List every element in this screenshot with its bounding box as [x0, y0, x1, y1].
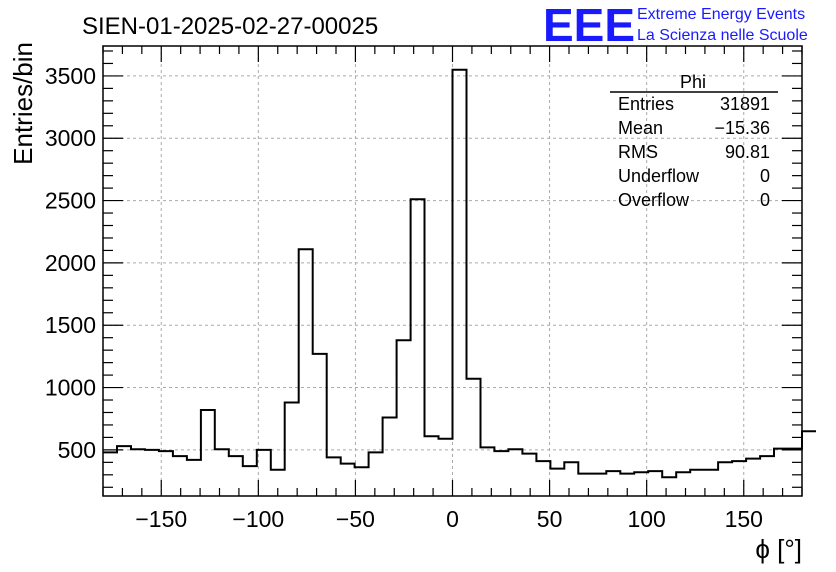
stats-row-value: 0: [760, 190, 770, 210]
x-tick-label: −150: [135, 506, 187, 532]
stats-row-value: 0: [760, 166, 770, 186]
stats-box: Phi Entries 31891 Mean −15.36 RMS 90.81 Underf…: [610, 72, 778, 210]
y-tick-label: 1000: [45, 375, 96, 401]
histogram-line: [103, 68, 816, 479]
x-tick-label: 0: [446, 506, 459, 532]
stats-row-label: Overflow: [618, 190, 690, 210]
y-tick-label: 2500: [45, 188, 96, 214]
y-axis-title: Entries/bin: [8, 42, 38, 165]
eee-logo-mark: EEE: [543, 0, 635, 51]
y-tick-label: 3000: [45, 125, 96, 151]
stats-row-value: 31891: [720, 94, 770, 114]
stats-row-value: 90.81: [725, 142, 770, 162]
histogram-title: SIEN-01-2025-02-27-00025: [82, 13, 378, 40]
axis-ticks: [102, 46, 803, 496]
stats-row-label: Mean: [618, 118, 663, 138]
eee-logo-line1: Extreme Energy Events: [637, 6, 805, 23]
y-tick-label: 1500: [45, 312, 96, 338]
x-tick-label: 100: [627, 506, 665, 532]
y-tick-labels: 500 1000 1500 2000 2500 3000 3500: [45, 63, 96, 463]
stats-row-label: Underflow: [618, 166, 700, 186]
x-tick-label: 150: [725, 506, 763, 532]
eee-logo-line2: La Scienza nelle Scuole: [637, 27, 808, 44]
x-tick-labels: −150 −100 −50 0 50 100 150: [135, 506, 763, 532]
x-tick-label: 50: [537, 506, 563, 532]
stats-rows: Entries 31891 Mean −15.36 RMS 90.81 Underflow 0…: [618, 94, 770, 210]
stats-row-label: Entries: [618, 94, 674, 114]
x-tick-label: −50: [336, 506, 375, 532]
y-tick-label: 2000: [45, 250, 96, 276]
eee-logo: EEE Extreme Energy Events La Scienza nel…: [543, 0, 808, 51]
y-tick-label: 500: [58, 437, 96, 463]
x-axis-title: ϕ [°]: [755, 534, 802, 564]
y-tick-label: 3500: [45, 63, 96, 89]
stats-box-title: Phi: [680, 72, 706, 92]
stats-row-value: −15.36: [714, 118, 770, 138]
x-tick-label: −100: [232, 506, 284, 532]
stats-row-label: RMS: [618, 142, 658, 162]
